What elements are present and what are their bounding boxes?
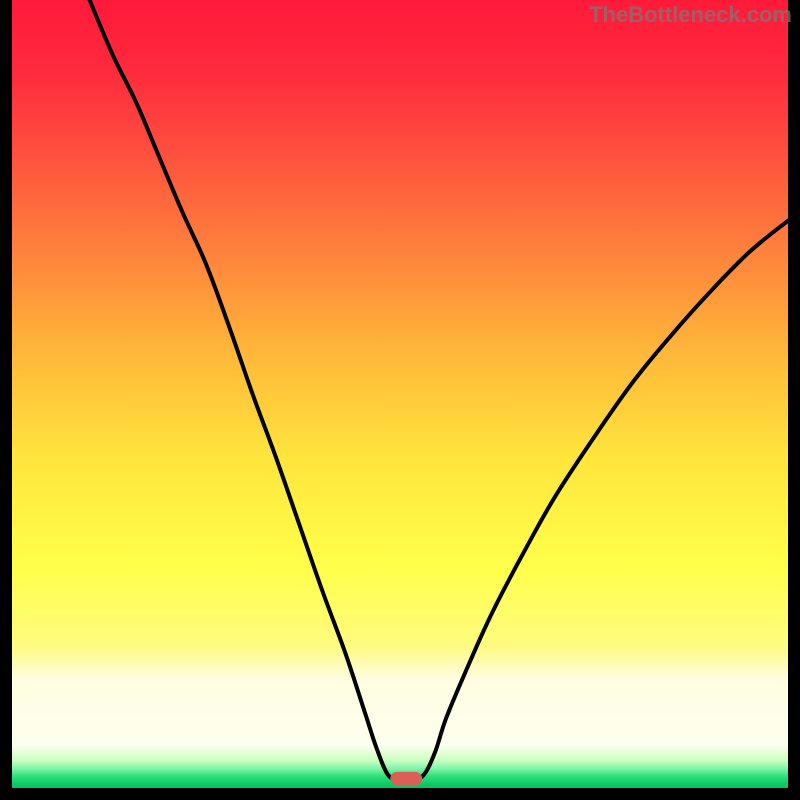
chart-plot-area [12, 0, 788, 788]
bottleneck-chart [0, 0, 800, 800]
chart-container: TheBottleneck.com [0, 0, 800, 800]
optimal-marker [390, 772, 422, 785]
watermark-label: TheBottleneck.com [589, 2, 792, 28]
